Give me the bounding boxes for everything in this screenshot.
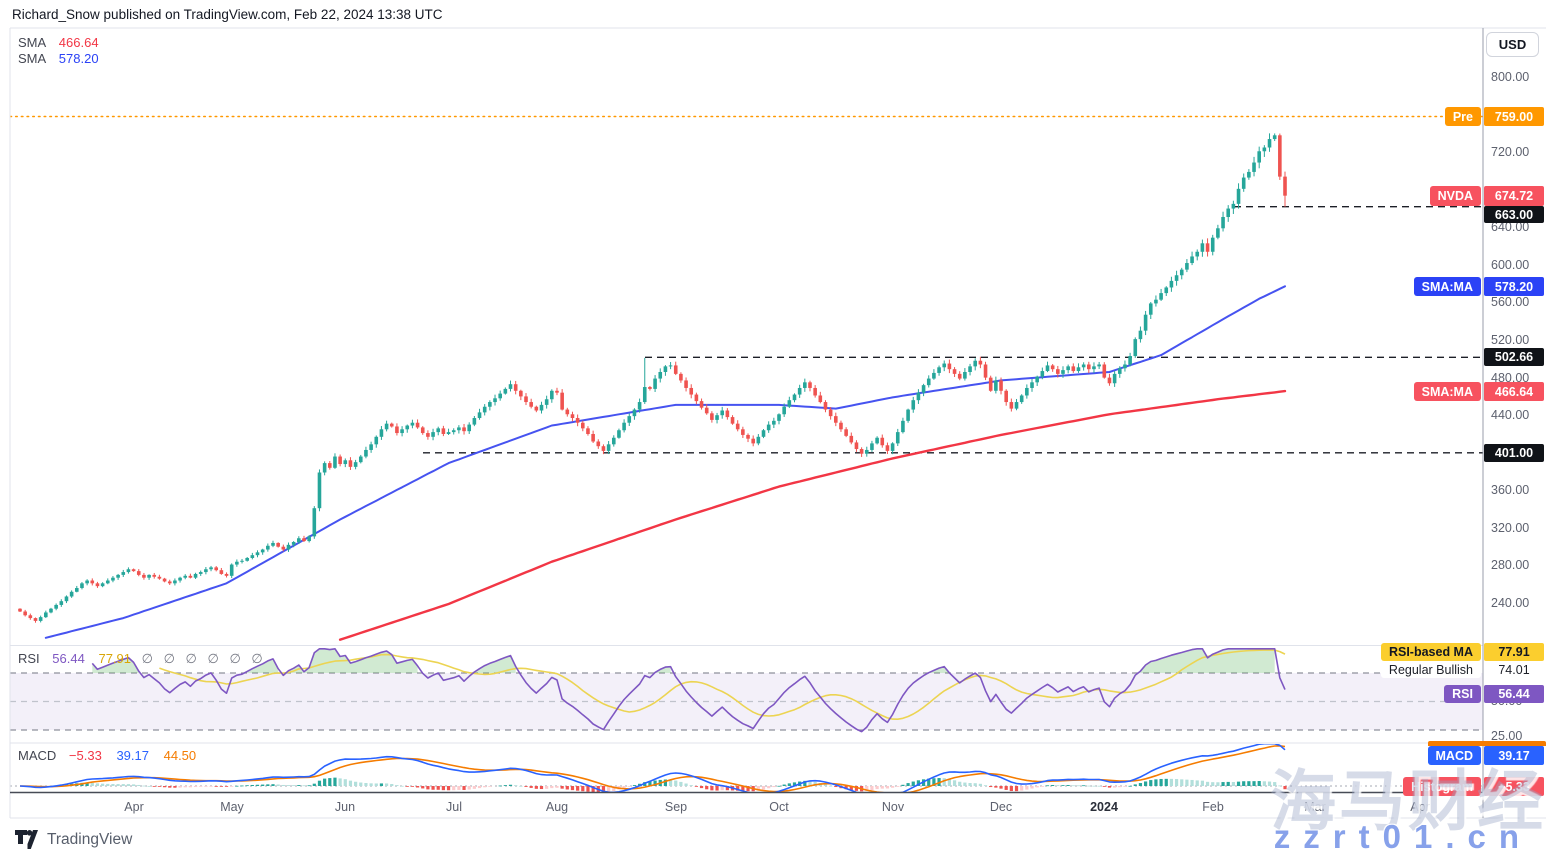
currency-toggle-button[interactable]: USD [1486, 32, 1539, 57]
tradingview-logo-icon [15, 830, 38, 849]
tradingview-brand-text: TradingView [47, 830, 133, 848]
tradingview-brand-link[interactable]: TradingView [14, 829, 132, 850]
